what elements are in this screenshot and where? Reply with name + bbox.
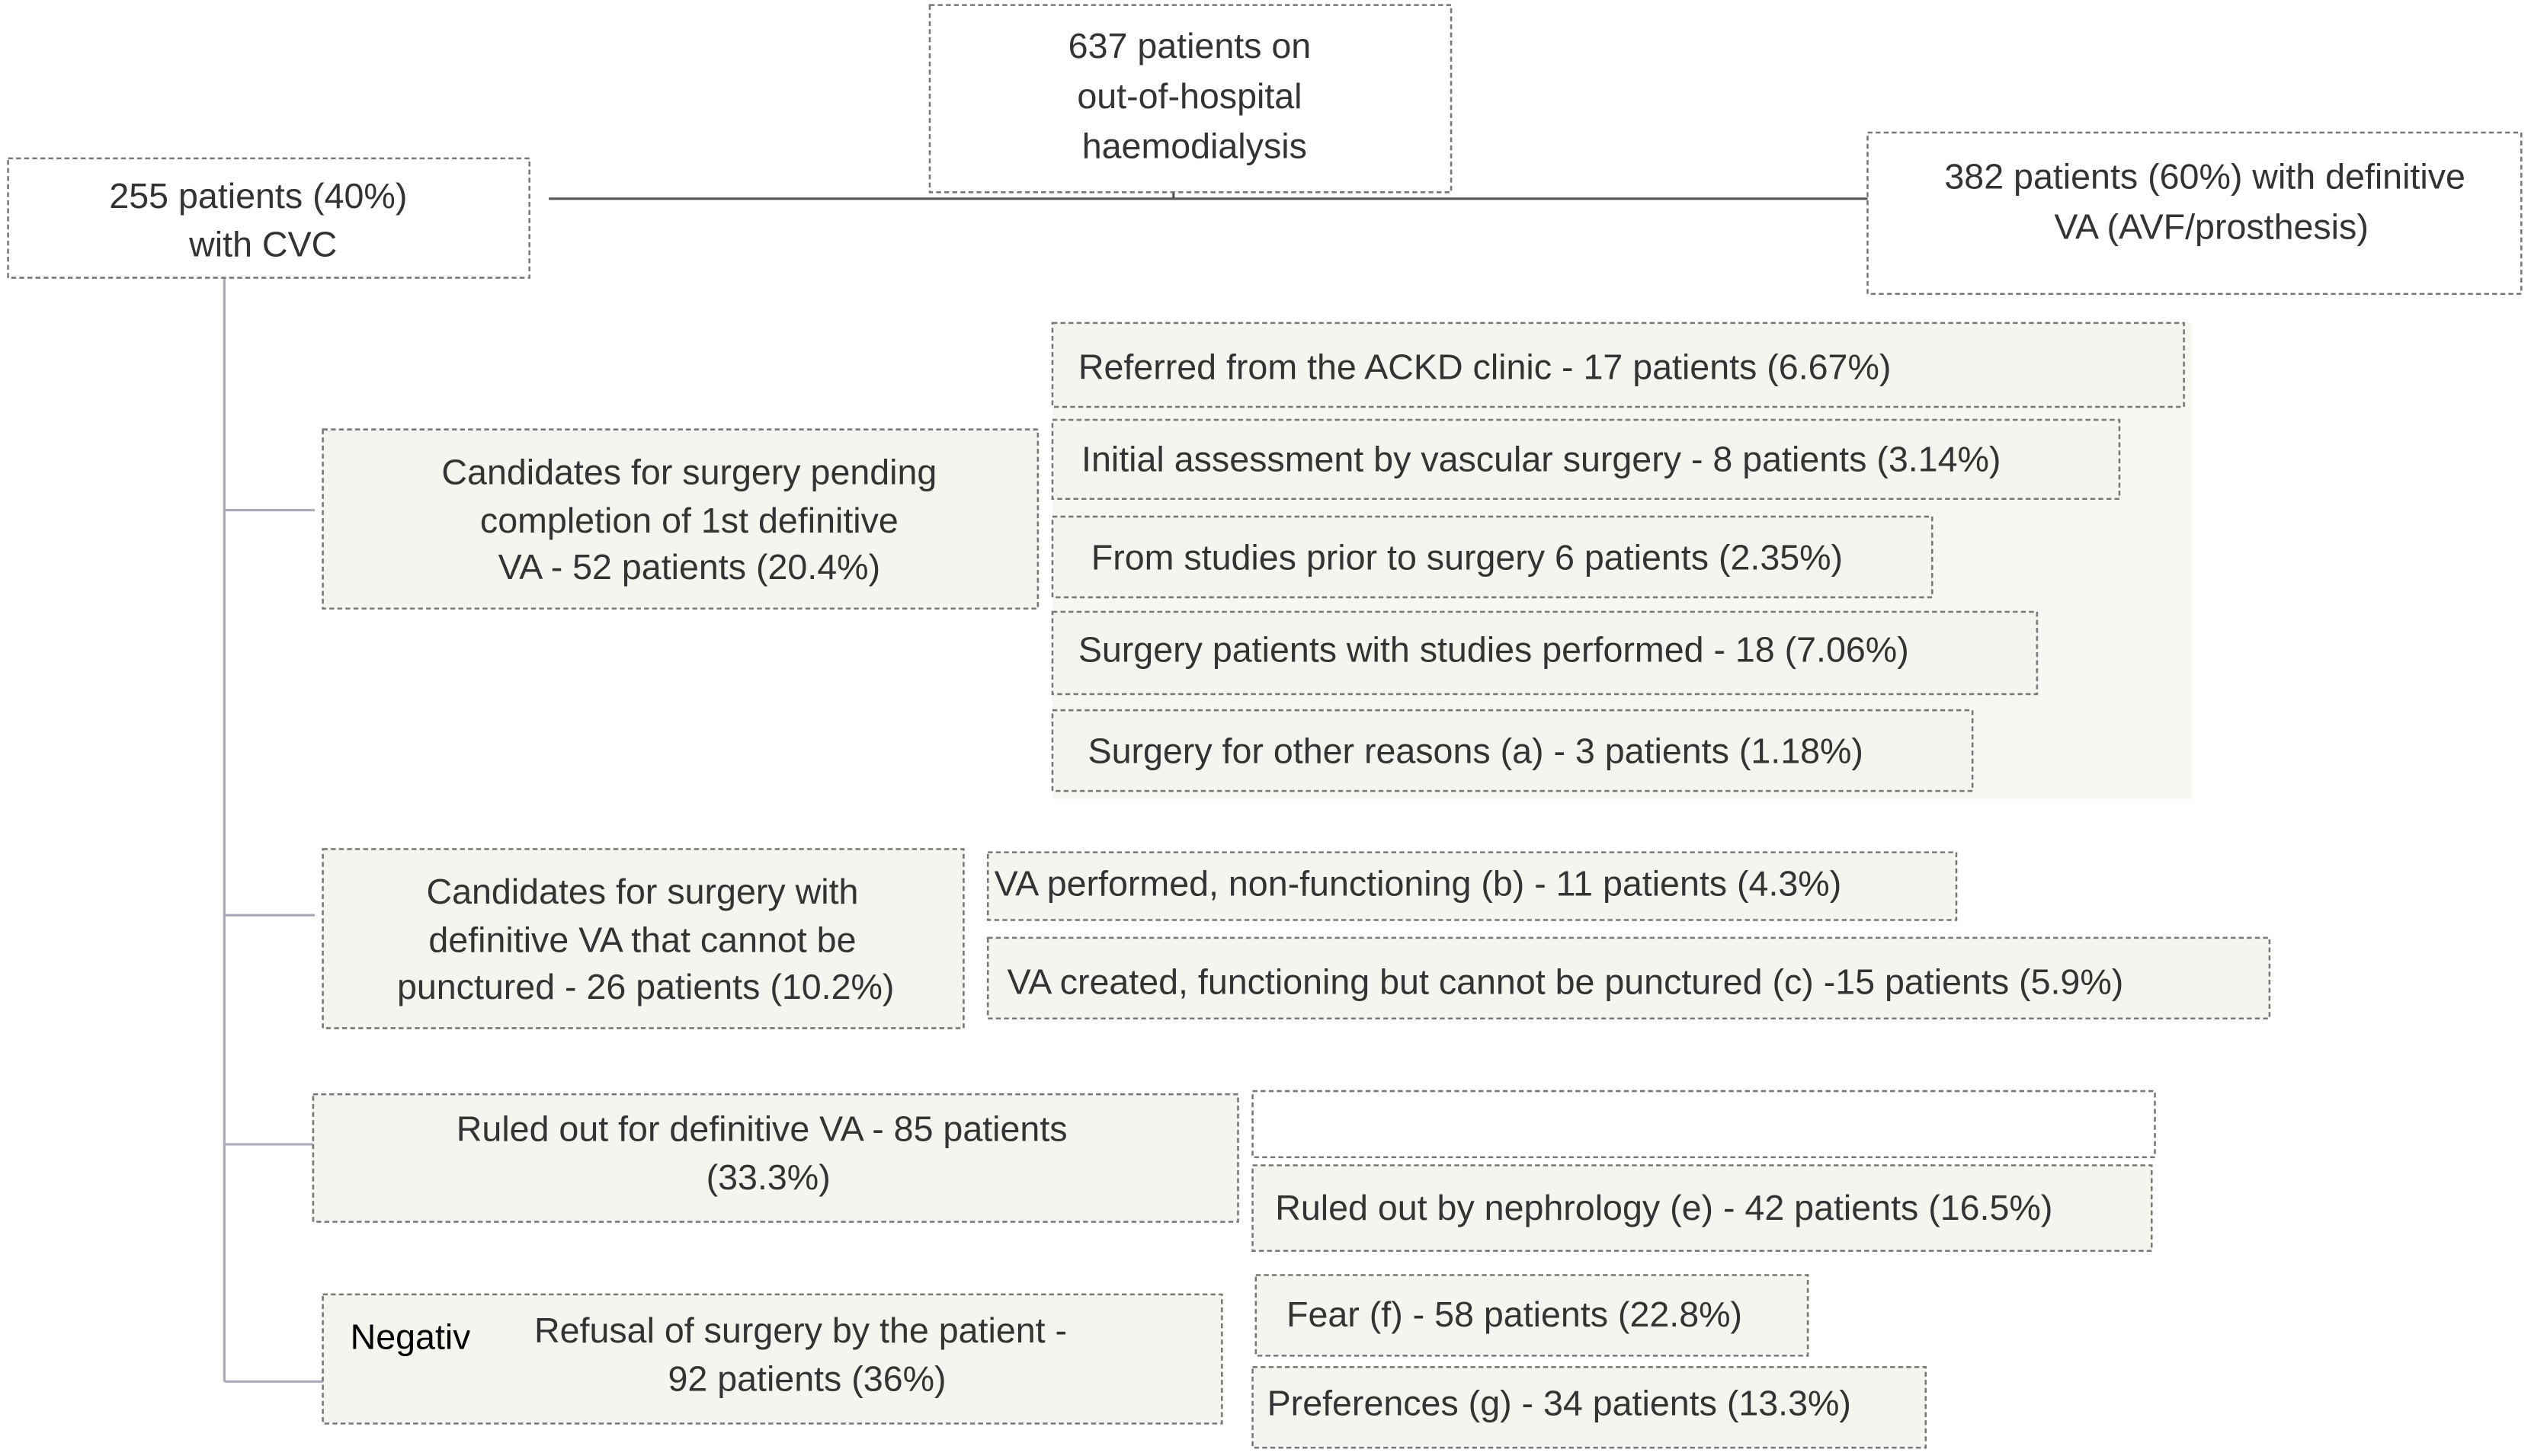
right-label: 382 patients (60%) with definitive xyxy=(1944,157,2465,197)
item-label: Surgery patients with studies performed … xyxy=(1078,629,1909,669)
item-box xyxy=(1051,515,1933,599)
left-label: with CVC xyxy=(188,225,337,264)
group-label: punctured - 26 patients (10.2%) xyxy=(397,967,894,1006)
group-box xyxy=(312,1093,1239,1223)
group-label: VA - 52 patients (20.4%) xyxy=(498,547,880,587)
item-box xyxy=(1251,1090,2156,1159)
item-box xyxy=(1254,1274,1809,1357)
root-label: out-of-hospital xyxy=(1077,76,1302,116)
group-label: completion of 1st definitive xyxy=(480,501,899,540)
item-box xyxy=(1051,610,2039,696)
right-label: VA (AVF/prosthesis) xyxy=(2054,206,2368,246)
root-box xyxy=(928,4,1453,194)
item-label: Preferences (g) - 34 patients (13.3%) xyxy=(1267,1383,1851,1422)
item-label: Surgery for other reasons (a) - 3 patien… xyxy=(1088,731,1863,771)
item-box xyxy=(1051,322,2185,408)
mask xyxy=(469,1307,1132,1411)
group-label: Ruled out for definitive VA - 85 patient… xyxy=(457,1109,1068,1148)
group-box xyxy=(322,848,965,1029)
item-label: VA performed, non-functioning (b) - 11 p… xyxy=(995,863,1842,903)
group-label: 92 patients (36%) xyxy=(668,1359,946,1399)
group-label: definitive VA that cannot be xyxy=(428,920,856,960)
group-label: Refusal of surgery by the patient - xyxy=(534,1310,1067,1350)
item-box xyxy=(1051,418,2121,501)
item-box xyxy=(986,851,1958,921)
group-label: Candidates for surgery pending xyxy=(441,452,937,491)
left-label: 255 patients (40%) xyxy=(109,176,407,216)
item-label: VA created, functioning but cannot be pu… xyxy=(1008,962,2124,1002)
left-box xyxy=(7,157,530,279)
root-label: haemodialysis xyxy=(1082,126,1307,165)
item-label: Initial assessment by vascular surgery -… xyxy=(1081,439,2001,478)
group-label: (33.3%) xyxy=(706,1157,831,1197)
item-box xyxy=(1051,709,1974,792)
group-box xyxy=(322,428,1040,610)
root-label: 637 patients on xyxy=(1068,26,1312,66)
item-box xyxy=(986,936,2271,1020)
item-label: From studies prior to surgery 6 patients… xyxy=(1091,538,1843,578)
fragment: Negativ xyxy=(351,1317,472,1357)
item-box xyxy=(1251,1164,2153,1252)
item-box xyxy=(1251,1365,1927,1449)
group-label: Candidates for surgery with xyxy=(426,872,858,911)
item-label: Ruled out by nephrology (e) - 42 patient… xyxy=(1275,1188,2052,1227)
right-box xyxy=(1866,131,2523,296)
item-label: Referred from the ACKD clinic - 17 patie… xyxy=(1078,347,1892,387)
item-label: Fear (f) - 58 patients (22.8%) xyxy=(1286,1294,1742,1334)
